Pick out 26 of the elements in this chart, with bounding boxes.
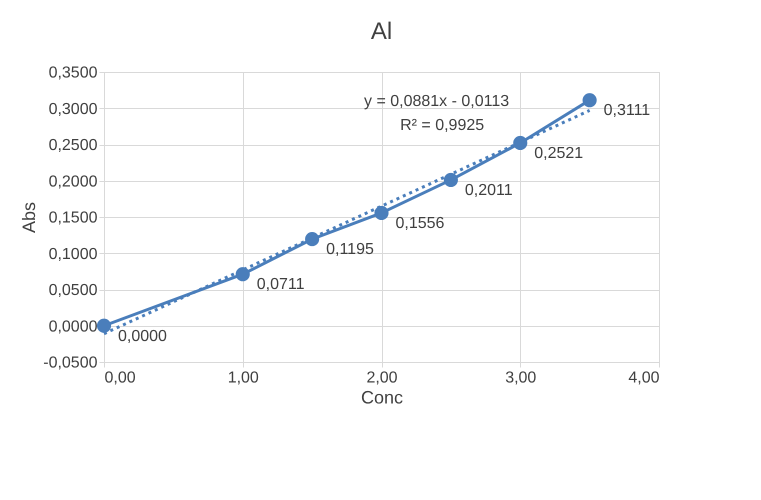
chart-title: Al: [370, 18, 392, 45]
y-tick-label: 0,2500: [48, 137, 98, 154]
data-label: 0,0711: [256, 276, 305, 294]
y-tick-label: 0,3000: [48, 100, 98, 118]
data-label: 0,3111: [604, 102, 650, 120]
data-label: 0,1556: [396, 214, 445, 232]
y-tick-label: 0,2000: [48, 173, 98, 190]
y-axis-title: Abs: [19, 202, 40, 234]
x-tick-label: 2,00: [366, 370, 398, 386]
x-tick-label: 0,00: [104, 370, 136, 386]
x-tick-label: 3,00: [505, 370, 536, 386]
data-label: 0,2521: [534, 144, 584, 162]
y-tick-label: 0,1000: [48, 246, 98, 263]
data-label: 0,2011: [464, 182, 513, 199]
y-tick-label: -0,0500: [43, 354, 98, 372]
y-tick-label: 0,3500: [48, 64, 98, 82]
data-label: 0,1195: [326, 241, 374, 258]
x-tick-label: 4,00: [628, 370, 660, 386]
x-tick-label: 1,00: [228, 370, 259, 386]
data-label: 0,0000: [118, 328, 168, 345]
annotation: y = 0,0881x - 0,0113: [364, 93, 510, 110]
x-axis-title: Conc: [360, 388, 404, 408]
y-tick-label: 0,0500: [48, 282, 98, 299]
y-tick-label: 0,0000: [48, 318, 98, 336]
annotation: R² = 0,9925: [400, 117, 484, 134]
y-tick-label: 0,1500: [48, 210, 98, 226]
